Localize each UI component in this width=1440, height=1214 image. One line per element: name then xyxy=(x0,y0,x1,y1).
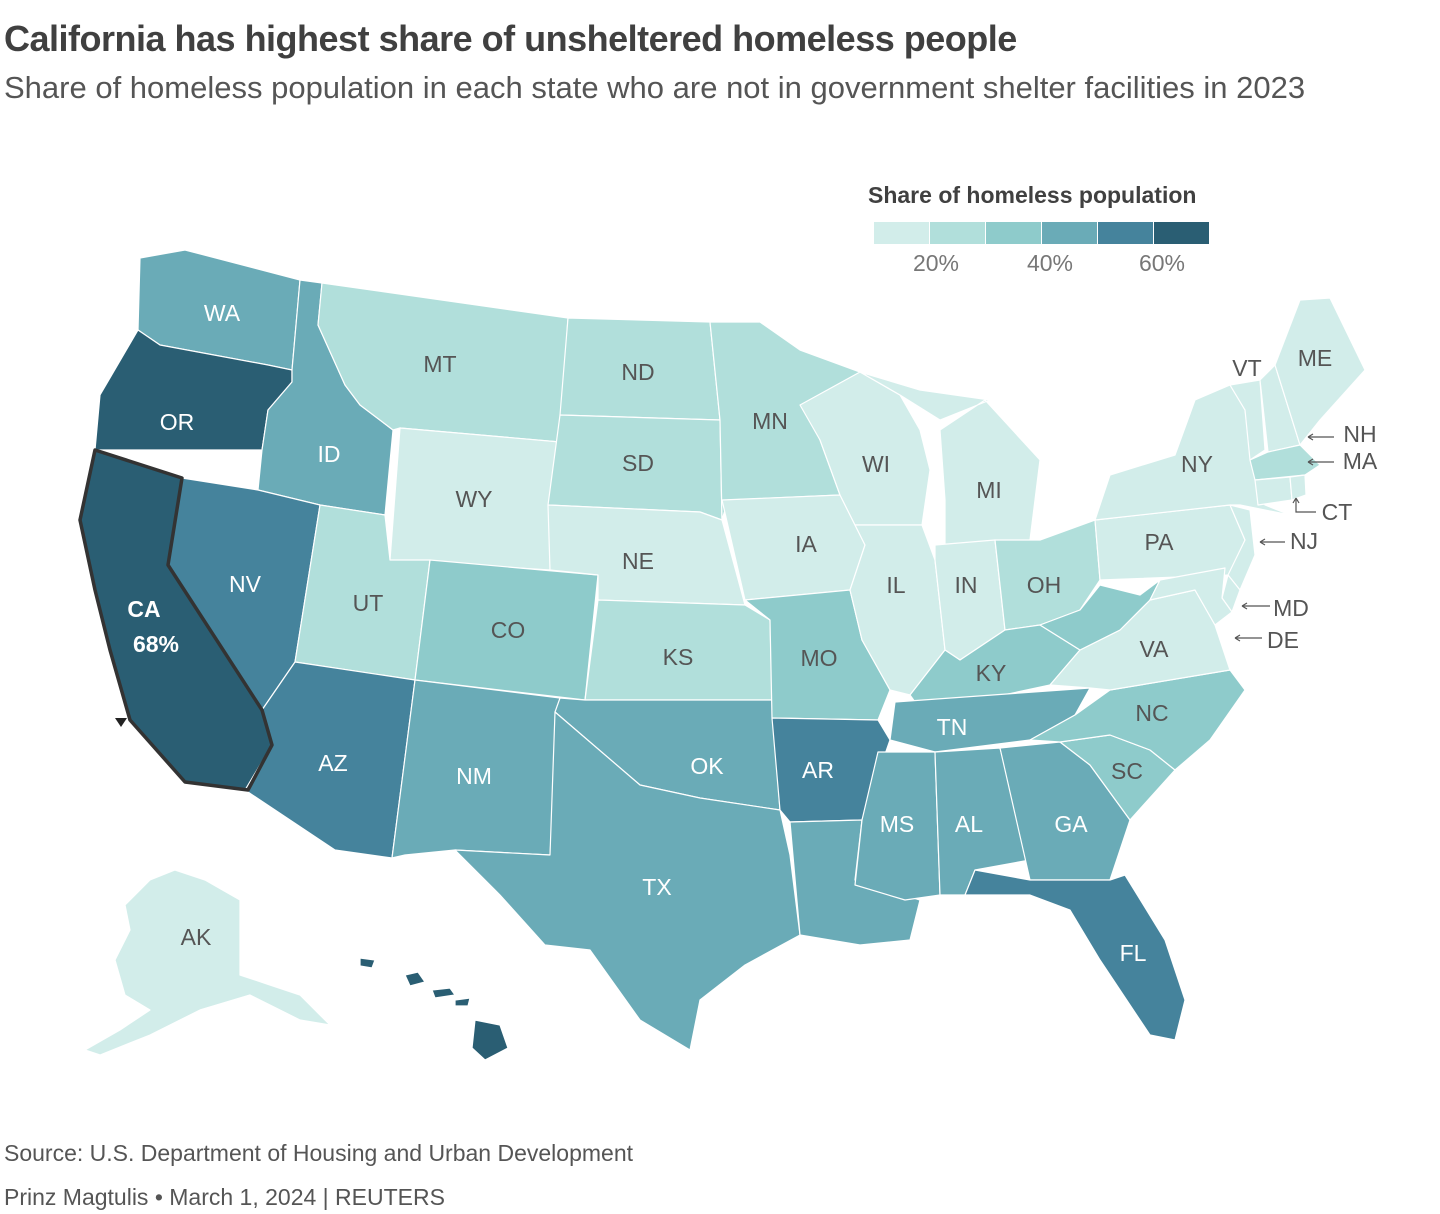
chart-subtitle: Share of homeless population in each sta… xyxy=(4,70,1306,105)
label-in: IN xyxy=(955,572,978,598)
label-wi: WI xyxy=(862,451,890,477)
california-highlight-outline xyxy=(78,448,274,792)
label-pa: PA xyxy=(1145,529,1175,555)
label-sd: SD xyxy=(622,450,654,476)
label-ak: AK xyxy=(181,924,212,950)
label-hi: HI xyxy=(435,949,458,975)
label-ct: CT xyxy=(1322,499,1353,525)
label-md: MD xyxy=(1273,595,1309,621)
state-vt[interactable] xyxy=(1229,379,1266,461)
label-id: ID xyxy=(318,441,341,467)
label-nv: NV xyxy=(229,571,262,597)
ca-label: CA xyxy=(127,596,160,622)
legend-swatch-5 xyxy=(1098,222,1153,244)
label-mo: MO xyxy=(800,645,837,671)
label-ut: UT xyxy=(353,590,384,616)
label-vt: VT xyxy=(1232,355,1261,381)
label-oh: OH xyxy=(1027,572,1062,598)
state-il[interactable] xyxy=(849,524,946,696)
state-tx[interactable] xyxy=(454,711,801,1051)
legend-tick-40: 40% xyxy=(1026,250,1074,276)
legend-swatch-4 xyxy=(1042,222,1097,244)
label-va: VA xyxy=(1140,636,1170,662)
label-nc: NC xyxy=(1135,700,1168,726)
label-az: AZ xyxy=(318,750,347,776)
california-callout: CA 68% xyxy=(127,596,179,657)
legend-swatch-3 xyxy=(986,222,1041,244)
legend-swatch-6 xyxy=(1154,222,1209,244)
legend-swatch-1 xyxy=(874,222,929,244)
label-al: AL xyxy=(955,811,983,837)
legend-tick-20: 20% xyxy=(912,250,960,276)
label-mt: MT xyxy=(423,351,456,377)
label-tn: TN xyxy=(937,714,968,740)
label-ky: KY xyxy=(976,660,1007,686)
callout-lines xyxy=(1234,433,1334,642)
label-nj: NJ xyxy=(1290,528,1318,554)
legend-swatch-2 xyxy=(930,222,985,244)
state-fl[interactable] xyxy=(964,869,1186,1041)
channel-island-marker xyxy=(115,718,127,727)
state-md[interactable] xyxy=(1149,567,1233,626)
label-wa: WA xyxy=(204,300,241,326)
label-il: IL xyxy=(886,572,905,598)
label-ia: IA xyxy=(795,531,817,557)
label-co: CO xyxy=(491,617,526,643)
state-labels: WA OR ID NV MT WY UT AZ CO NM ND SD NE K… xyxy=(160,300,1378,975)
label-mi: MI xyxy=(976,477,1002,503)
states-layer xyxy=(79,249,1366,1061)
label-or: OR xyxy=(160,409,195,435)
label-fl: FL xyxy=(1120,940,1147,966)
legend-title: Share of homeless population xyxy=(868,182,1197,208)
us-choropleth-map: WA OR ID NV MT WY UT AZ CO NM ND SD NE K… xyxy=(78,249,1378,1061)
state-wv[interactable] xyxy=(1039,579,1161,651)
label-nd: ND xyxy=(621,359,654,385)
label-ma: MA xyxy=(1343,448,1378,474)
state-ri[interactable] xyxy=(1289,474,1307,501)
label-ga: GA xyxy=(1054,811,1088,837)
state-ct[interactable] xyxy=(1254,476,1293,506)
state-ia[interactable] xyxy=(721,494,866,601)
label-tx: TX xyxy=(642,874,671,900)
label-ks: KS xyxy=(663,644,694,670)
label-nh: NH xyxy=(1343,421,1376,447)
ca-value: 68% xyxy=(133,631,179,657)
label-me: ME xyxy=(1298,345,1333,371)
label-nm: NM xyxy=(456,763,492,789)
byline: Prinz Magtulis • March 1, 2024 | REUTERS xyxy=(4,1184,445,1210)
state-nc[interactable] xyxy=(1029,669,1246,771)
label-wy: WY xyxy=(455,486,492,512)
label-ms: MS xyxy=(880,811,915,837)
label-mn: MN xyxy=(752,408,788,434)
label-ne: NE xyxy=(622,548,654,574)
label-ok: OK xyxy=(690,753,724,779)
label-de: DE xyxy=(1267,627,1299,653)
label-ar: AR xyxy=(802,757,834,783)
state-ak[interactable] xyxy=(84,869,331,1056)
label-ny: NY xyxy=(1181,451,1213,477)
state-hi[interactable] xyxy=(359,957,509,1061)
label-sc: SC xyxy=(1111,758,1143,784)
source-note: Source: U.S. Department of Housing and U… xyxy=(4,1140,633,1166)
chart-title: California has highest share of unshelte… xyxy=(4,18,1017,59)
legend-tick-60: 60% xyxy=(1138,250,1186,276)
